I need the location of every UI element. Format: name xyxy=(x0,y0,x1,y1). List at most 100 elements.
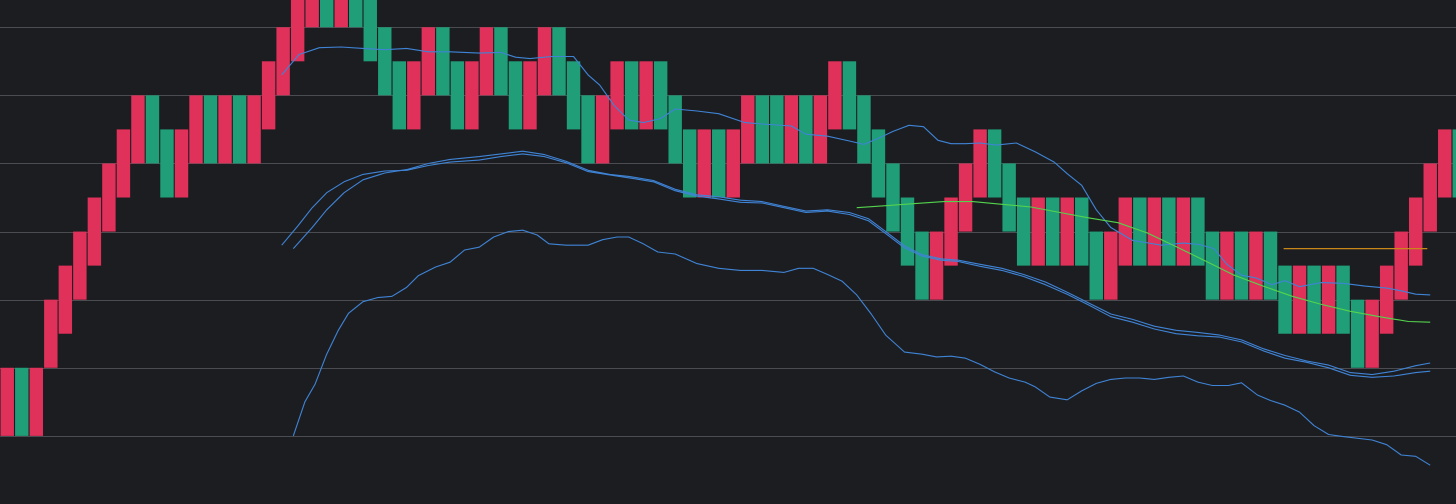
renko-brick-down xyxy=(160,129,174,198)
renko-brick-down xyxy=(1278,265,1292,334)
renko-brick-down xyxy=(900,197,915,266)
renko-brick-down xyxy=(1191,197,1205,266)
renko-bricks xyxy=(0,0,1456,436)
renko-brick-up xyxy=(1321,265,1336,334)
renko-brick-up xyxy=(1438,129,1452,198)
renko-brick-down xyxy=(886,163,900,232)
renko-brick-down xyxy=(349,0,363,28)
renko-brick-up xyxy=(1147,197,1162,266)
renko-brick-down xyxy=(1133,197,1147,266)
indicator-lines xyxy=(281,46,1431,466)
renko-brick-up xyxy=(1031,197,1045,266)
renko-brick-down xyxy=(857,95,871,164)
renko-brick-down xyxy=(1350,299,1365,368)
renko-brick-down xyxy=(712,129,726,198)
renko-brick-up xyxy=(407,61,421,130)
renko-brick-up xyxy=(610,61,624,130)
renko-brick-up xyxy=(87,197,102,266)
renko-brick-up xyxy=(958,163,973,232)
renko-brick-up xyxy=(44,299,58,368)
renko-brick-down xyxy=(1002,163,1016,232)
renko-brick-up xyxy=(305,0,319,28)
renko-brick-down xyxy=(1336,265,1350,334)
renko-brick-up xyxy=(929,231,944,300)
renko-brick-up xyxy=(0,367,14,436)
renko-brick-down xyxy=(1089,231,1103,300)
renko-brick-up xyxy=(421,27,436,96)
renko-brick-down xyxy=(770,95,784,164)
renko-brick-up xyxy=(726,129,740,198)
renko-brick-up xyxy=(973,129,987,198)
renko-brick-up xyxy=(73,231,87,300)
renko-brick-down xyxy=(203,95,218,164)
renko-brick-down xyxy=(871,129,886,198)
renko-brick-up xyxy=(1292,265,1307,334)
renko-brick-up xyxy=(1220,231,1234,300)
renko-brick-up xyxy=(261,61,276,130)
renko-brick-up xyxy=(465,61,479,130)
renko-brick-down xyxy=(581,95,595,164)
renko-brick-down xyxy=(1045,197,1060,266)
renko-brick-down xyxy=(799,95,813,164)
renko-brick-down xyxy=(450,61,465,130)
renko-brick-down xyxy=(624,61,639,130)
renko-brick-up xyxy=(102,163,116,232)
renko-brick-down xyxy=(552,27,566,96)
band-upper-line xyxy=(281,46,1431,296)
renko-brick-up xyxy=(595,95,610,164)
renko-brick-down xyxy=(508,61,523,130)
renko-brick-down xyxy=(915,231,929,300)
renko-brick-up xyxy=(784,95,799,164)
renko-brick-up xyxy=(116,129,131,198)
renko-brick-up xyxy=(1249,231,1263,300)
renko-brick-up xyxy=(944,197,958,266)
renko-brick-down xyxy=(436,27,450,96)
renko-brick-up xyxy=(1365,299,1379,368)
renko-brick-down xyxy=(494,27,508,96)
renko-brick-up xyxy=(741,95,755,164)
renko-brick-up xyxy=(29,367,44,436)
renko-brick-up xyxy=(1408,197,1423,266)
renko-brick-up xyxy=(828,61,842,130)
band-middle-line xyxy=(281,153,1431,378)
renko-brick-down xyxy=(145,95,160,164)
renko-brick-up xyxy=(189,95,203,164)
renko-brick-down xyxy=(363,0,377,62)
renko-brick-up xyxy=(1118,197,1133,266)
renko-brick-up xyxy=(1060,197,1074,266)
band-lower-line xyxy=(292,229,1431,466)
renko-brick-up xyxy=(58,265,73,334)
renko-brick-up xyxy=(1176,197,1191,266)
renko-brick-down xyxy=(1263,231,1278,300)
renko-brick-up xyxy=(247,95,261,164)
renko-brick-down xyxy=(15,367,29,436)
renko-brick-up xyxy=(479,27,494,96)
renko-brick-down xyxy=(682,129,697,198)
renko-brick-up xyxy=(1379,265,1394,334)
renko-brick-down xyxy=(1307,265,1321,334)
renko-brick-up xyxy=(639,61,653,130)
renko-brick-down xyxy=(1162,197,1176,266)
renko-brick-up xyxy=(290,0,305,62)
renko-brick-down xyxy=(668,95,682,164)
renko-brick-down xyxy=(1452,129,1456,198)
renko-brick-up xyxy=(334,0,348,28)
renko-brick-up xyxy=(813,95,828,164)
renko-brick-up xyxy=(276,27,290,96)
renko-brick-up xyxy=(218,95,232,164)
renko-brick-down xyxy=(232,95,247,164)
band-middle-line-2 xyxy=(292,150,1431,376)
grid-lines xyxy=(0,27,1456,437)
renko-brick-down xyxy=(1016,197,1031,266)
renko-brick-down xyxy=(1234,231,1249,300)
renko-brick-down xyxy=(653,61,668,130)
renko-brick-up xyxy=(174,129,189,198)
renko-brick-down xyxy=(1075,197,1089,266)
renko-brick-down xyxy=(319,0,334,28)
renko-brick-down xyxy=(755,95,770,164)
renko-brick-down xyxy=(378,27,392,96)
renko-brick-down xyxy=(1205,231,1220,300)
renko-brick-up xyxy=(1423,163,1437,232)
renko-brick-down xyxy=(392,61,407,130)
